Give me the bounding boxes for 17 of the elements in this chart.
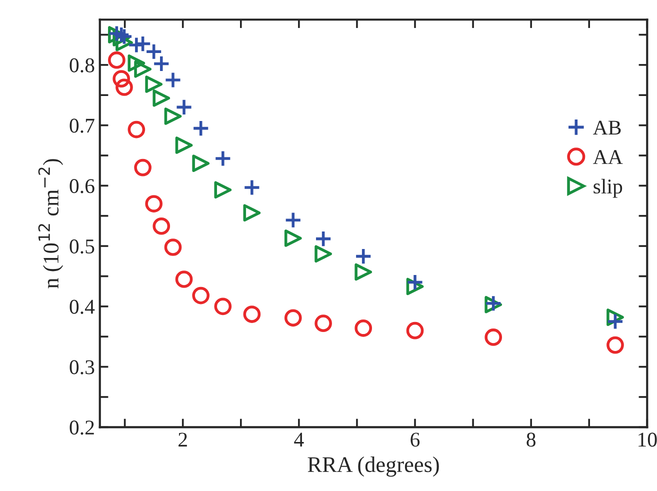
legend-label: AB: [593, 120, 621, 135]
x-tick-label: 4: [294, 432, 304, 446]
y-axis-title: n (10$^{12}$ cm$^{−2}$): [38, 159, 64, 288]
x-axis-title: RRA (degrees): [308, 456, 439, 477]
y-tick-label: 0.7: [70, 118, 94, 133]
x-tick-label: 2: [178, 432, 187, 446]
x-tick-label: 6: [410, 432, 420, 447]
legend-label: AA: [593, 150, 623, 164]
y-tick-label: 0.5: [70, 239, 94, 254]
y-tick-label: 0.3: [70, 360, 94, 374]
y-tick-label: 0.2: [70, 420, 94, 435]
x-tick-label: 10: [638, 432, 657, 447]
y-tick-label: 0.6: [70, 179, 94, 194]
y-tick-label: 0.4: [70, 300, 95, 314]
legend-label: slip: [594, 178, 622, 198]
y-tick-label: 0.8: [70, 58, 94, 72]
x-tick-label: 8: [526, 432, 536, 447]
